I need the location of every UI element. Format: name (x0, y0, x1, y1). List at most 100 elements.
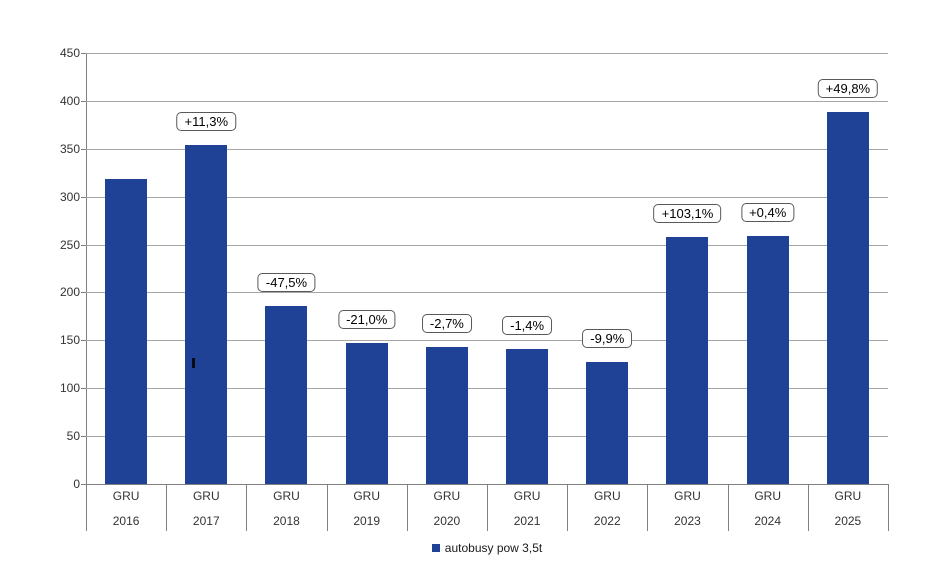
x-tick-label: GRU 2017 (166, 487, 246, 531)
y-tick-mark (81, 148, 86, 150)
x-axis-separator (888, 484, 889, 531)
y-tick-mark (81, 340, 86, 342)
plot-area: +11,3% -47,5% -21,0% -2,7% -1,4% -9,9% +… (81, 53, 888, 485)
x-axis-separator (406, 484, 408, 531)
x-tick-year: 2023 (674, 514, 701, 528)
bar (185, 144, 228, 484)
bar-group: -21,0% (327, 53, 407, 484)
bar (826, 112, 869, 484)
gridline (86, 436, 888, 438)
y-tick-mark (81, 436, 86, 438)
change-badge: -9,9% (582, 329, 633, 349)
bar-group: +11,3% (166, 53, 246, 484)
x-tick-month: GRU (834, 489, 862, 503)
y-tick-label: 50 (66, 429, 80, 444)
x-tick-year: 2024 (754, 514, 782, 528)
bar (345, 343, 388, 484)
bar-group: +49,8% (808, 53, 888, 484)
y-tick-mark (81, 484, 86, 485)
x-tick-label: GRU 2021 (487, 487, 567, 531)
x-tick-month: GRU (112, 489, 140, 503)
bar (746, 235, 789, 484)
gridline (86, 292, 888, 294)
legend-marker-icon (431, 544, 440, 552)
x-tick-month: GRU (754, 489, 782, 503)
change-badge: +11,3% (176, 111, 237, 131)
x-tick-label: GRU 2019 (327, 487, 407, 531)
bar-group: -1,4% (487, 53, 567, 484)
bar (586, 362, 629, 484)
bar-group: +0,4% (728, 53, 808, 484)
bar (105, 179, 148, 484)
x-tick-year: 2018 (273, 514, 300, 528)
x-tick-year: 2021 (513, 514, 541, 528)
legend: autobusy pow 3,5t (86, 541, 888, 555)
x-tick-month: GRU (513, 489, 541, 503)
gridline (86, 484, 888, 485)
bar (425, 347, 468, 484)
x-axis-label-band: GRU 2016 GRU 2017 GRU 2018 GRU 2019 GRU … (86, 484, 889, 531)
x-tick-month: GRU (353, 489, 381, 503)
bar-group: -47,5% (246, 53, 326, 484)
bar-group (86, 53, 166, 484)
bar (506, 348, 549, 484)
x-axis-separator (246, 484, 248, 531)
change-badge: -2,7% (421, 314, 472, 334)
y-tick-label: 450 (59, 46, 80, 60)
change-badge: +103,1% (653, 203, 722, 223)
x-axis-separator (487, 484, 488, 531)
x-tick-label: GRU 2020 (407, 487, 487, 531)
x-axis-separator (567, 484, 569, 531)
gridline (86, 244, 888, 246)
y-tick-mark (81, 53, 86, 54)
x-tick-year: 2022 (593, 514, 621, 528)
gridline (86, 100, 888, 102)
change-badge: +0,4% (741, 202, 795, 222)
y-tick-label: 0 (73, 477, 80, 491)
bar (265, 305, 308, 484)
x-tick-year: 2025 (834, 514, 862, 528)
change-badge: -21,0% (338, 310, 396, 330)
y-tick-mark (81, 100, 86, 102)
x-axis-separator (807, 484, 809, 531)
bar-group: +103,1% (647, 53, 727, 484)
y-tick-mark (81, 292, 86, 294)
x-tick-month: GRU (674, 489, 701, 503)
y-tick-mark (81, 388, 86, 390)
bar-group: -9,9% (567, 53, 647, 484)
gridline (86, 53, 888, 54)
x-tick-label: GRU 2016 (86, 487, 166, 531)
x-tick-month: GRU (593, 489, 621, 503)
y-tick-mark (81, 244, 86, 246)
y-tick-label: 200 (59, 285, 80, 300)
x-tick-year: 2017 (192, 514, 220, 528)
x-tick-year: 2019 (353, 514, 381, 528)
bar-group: -2,7% (407, 53, 487, 484)
y-axis-line (86, 53, 87, 531)
x-tick-label: GRU 2023 (647, 487, 727, 531)
gridline (86, 196, 888, 198)
y-tick-label: 100 (59, 381, 80, 396)
x-tick-label: GRU 2018 (246, 487, 326, 531)
gridline (86, 340, 888, 342)
y-tick-mark (81, 196, 86, 198)
x-tick-label: GRU 2025 (808, 487, 888, 531)
y-tick-label: 350 (59, 141, 80, 156)
x-tick-month: GRU (433, 489, 461, 503)
stray-mark (192, 358, 195, 368)
x-axis-separator (647, 484, 649, 531)
x-tick-label: GRU 2022 (567, 487, 647, 531)
y-tick-label: 300 (59, 189, 80, 204)
x-tick-year: 2020 (433, 514, 461, 528)
x-tick-month: GRU (192, 489, 220, 503)
y-tick-label: 150 (59, 333, 80, 348)
x-axis-separator (166, 484, 168, 531)
gridline (86, 148, 888, 150)
y-tick-label: 400 (59, 93, 80, 108)
change-badge: -1,4% (502, 315, 553, 335)
change-badge: +49,8% (817, 79, 879, 99)
change-badge: -47,5% (257, 272, 316, 292)
y-tick-label: 250 (59, 237, 80, 252)
x-tick-year: 2016 (112, 514, 140, 528)
